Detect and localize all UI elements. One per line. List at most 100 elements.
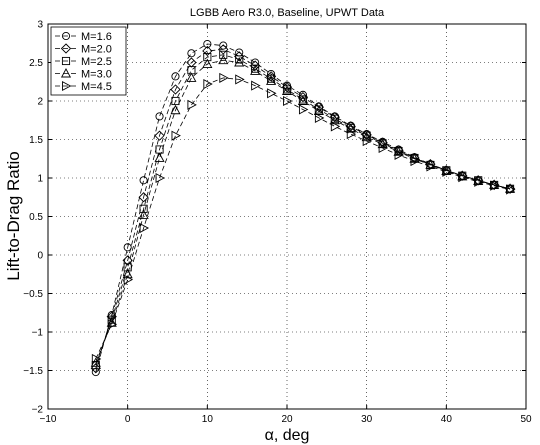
legend-label: M=1.6 xyxy=(81,31,112,43)
data-point-marker xyxy=(139,176,148,185)
data-point-marker xyxy=(330,121,341,132)
legend-marker xyxy=(60,43,72,54)
data-point-marker xyxy=(202,58,213,68)
data-point-marker xyxy=(506,184,516,195)
grid-lines xyxy=(48,24,526,409)
legend: M=1.6M=2.0M=2.5M=3.0M=4.5 xyxy=(50,26,127,96)
data-point-marker xyxy=(139,204,148,213)
data-point-marker xyxy=(362,135,373,147)
y-tick-label: 2 xyxy=(37,97,43,108)
data-point-marker xyxy=(313,105,324,115)
data-point-marker xyxy=(251,80,261,91)
x-tick-label: −10 xyxy=(40,414,57,425)
x-tick-label: 10 xyxy=(202,414,214,425)
legend-item: M=2.5 xyxy=(55,56,112,68)
y-tick-label: −1 xyxy=(32,328,44,339)
data-point-marker xyxy=(123,243,132,252)
data-point-marker xyxy=(281,85,293,95)
data-point-marker xyxy=(234,57,245,67)
data-point-marker xyxy=(235,55,244,64)
data-point-marker xyxy=(504,183,516,194)
data-point-marker xyxy=(250,65,261,75)
x-tick-label: 50 xyxy=(520,414,532,425)
data-point-marker xyxy=(91,353,102,365)
legend-label: M=3.0 xyxy=(81,69,112,81)
data-point-marker xyxy=(170,84,181,95)
y-tick-label: −2 xyxy=(32,405,44,416)
data-point-marker xyxy=(218,54,229,65)
data-point-marker xyxy=(219,72,229,83)
x-tick-label: 20 xyxy=(281,414,293,425)
legend-label: M=2.5 xyxy=(81,56,112,68)
data-point-marker xyxy=(122,255,133,266)
data-point-marker xyxy=(202,45,213,57)
data-point-marker xyxy=(154,130,165,141)
legend-item: M=1.6 xyxy=(55,31,112,43)
data-point-marker xyxy=(219,50,228,59)
data-point-marker xyxy=(394,149,404,160)
axis-ticks: −10 0 10 20 30 40 50 −2 −1.5 −1 −0.5 0 0.5 1 1.5 2 2.5 3 xyxy=(23,20,532,426)
x-tick-label: 0 xyxy=(125,414,131,425)
data-point-marker xyxy=(235,74,245,85)
data-point-marker xyxy=(187,49,196,58)
y-tick-label: −1.5 xyxy=(23,366,43,377)
data-point-marker xyxy=(107,319,118,330)
y-tick-label: 0 xyxy=(37,251,43,262)
y-tick-label: 1.5 xyxy=(29,135,43,146)
x-tick-label: 40 xyxy=(441,414,453,425)
data-point-marker xyxy=(266,75,277,85)
series-4 xyxy=(91,72,516,365)
y-tick-label: −0.5 xyxy=(23,289,43,300)
data-point-marker xyxy=(219,41,228,50)
data-point-marker xyxy=(410,156,420,167)
data-point-marker xyxy=(234,51,245,62)
x-axis-label: α, deg xyxy=(265,427,310,444)
data-point-marker xyxy=(249,60,261,71)
legend-marker xyxy=(62,80,72,92)
series-line xyxy=(95,77,511,360)
data-point-marker xyxy=(123,274,134,285)
y-tick-label: 1 xyxy=(37,174,43,185)
data-point-marker xyxy=(314,112,325,123)
legend-label: M=4.5 xyxy=(81,81,112,93)
data-point-marker xyxy=(426,161,436,172)
data-point-marker xyxy=(155,112,164,121)
y-tick-label: 3 xyxy=(37,20,43,31)
data-point-marker xyxy=(267,70,276,79)
y-tick-label: 2.5 xyxy=(29,58,43,69)
legend-item: M=4.5 xyxy=(55,80,112,93)
data-point-marker xyxy=(106,311,117,322)
data-point-marker xyxy=(297,95,308,105)
legend-marker xyxy=(60,68,72,78)
data-point-marker xyxy=(283,95,293,107)
series-group xyxy=(90,39,516,377)
data-point-marker xyxy=(409,153,420,163)
data-point-marker xyxy=(186,72,197,82)
data-point-marker xyxy=(298,104,309,115)
data-point-marker xyxy=(154,152,165,162)
data-point-marker xyxy=(138,209,149,219)
legend-marker xyxy=(61,56,71,66)
data-point-marker xyxy=(170,104,181,115)
data-point-marker xyxy=(329,112,340,123)
y-axis-label: Lift-to-Drag Ratio xyxy=(4,151,23,280)
data-point-marker xyxy=(139,222,150,234)
data-point-marker xyxy=(171,130,181,141)
data-point-marker xyxy=(138,192,149,203)
y-tick-label: 0.5 xyxy=(29,212,43,223)
data-point-marker xyxy=(267,88,277,99)
data-point-marker xyxy=(474,176,484,187)
data-point-marker xyxy=(187,99,197,110)
data-point-marker xyxy=(442,166,452,177)
data-point-marker xyxy=(203,39,212,49)
legend-label: M=2.0 xyxy=(81,44,112,56)
series-line xyxy=(95,54,511,366)
legend-marker xyxy=(61,31,71,41)
data-point-marker xyxy=(218,44,229,55)
data-point-marker xyxy=(298,90,307,99)
data-point-marker xyxy=(345,121,356,132)
data-point-marker xyxy=(378,142,389,154)
data-point-marker xyxy=(203,53,212,62)
data-point-marker xyxy=(171,72,180,81)
